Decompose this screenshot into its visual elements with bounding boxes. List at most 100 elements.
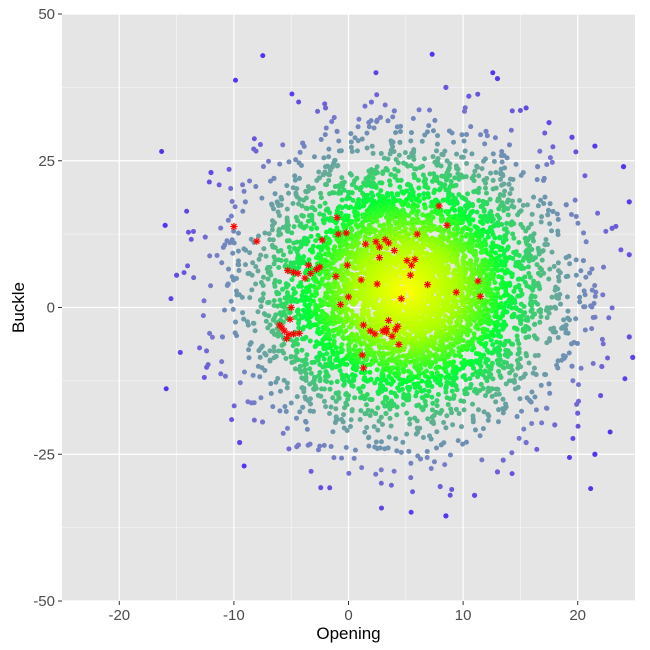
cloud-point xyxy=(503,338,509,344)
cloud-point xyxy=(466,248,472,254)
cloud-point xyxy=(324,182,330,188)
cloud-point xyxy=(440,152,446,158)
cloud-point xyxy=(484,133,490,139)
cloud-point xyxy=(509,314,515,320)
cloud-point xyxy=(416,192,422,198)
cloud-point xyxy=(434,364,440,370)
cloud-point xyxy=(226,166,232,172)
cloud-point xyxy=(467,313,473,319)
cloud-point xyxy=(294,218,300,224)
cloud-point xyxy=(287,249,293,255)
cloud-point xyxy=(295,341,301,347)
cloud-point xyxy=(307,338,313,344)
cloud-point xyxy=(370,150,376,156)
cloud-point xyxy=(306,308,312,314)
cloud-point xyxy=(306,288,312,294)
cloud-point xyxy=(307,301,313,307)
cloud-point xyxy=(448,406,454,412)
cloud-point xyxy=(358,347,364,353)
cloud-point xyxy=(364,391,370,397)
cloud-point xyxy=(411,156,417,162)
cloud-point xyxy=(237,380,243,386)
cloud-point xyxy=(338,190,344,196)
cloud-point xyxy=(437,343,443,349)
cloud-point xyxy=(205,362,211,368)
cloud-point xyxy=(448,179,454,185)
cloud-point xyxy=(429,51,435,57)
cloud-point xyxy=(393,262,399,268)
cloud-point xyxy=(285,292,291,298)
cloud-point xyxy=(421,191,427,197)
cloud-point xyxy=(485,411,491,417)
cloud-point xyxy=(338,316,344,322)
cloud-point xyxy=(449,486,455,492)
cloud-point xyxy=(368,347,374,353)
cloud-point xyxy=(430,154,436,160)
cloud-point xyxy=(466,283,472,289)
cloud-point xyxy=(258,395,264,401)
cloud-point xyxy=(337,267,343,273)
cloud-point xyxy=(294,415,300,421)
cloud-point xyxy=(493,386,499,392)
cloud-point xyxy=(379,180,385,186)
cloud-point xyxy=(397,129,403,135)
cloud-point xyxy=(380,350,386,356)
cloud-point xyxy=(318,485,324,491)
cloud-point xyxy=(588,486,594,492)
cloud-point xyxy=(503,401,509,407)
cloud-point xyxy=(473,358,479,364)
cloud-point xyxy=(505,212,511,218)
cloud-point xyxy=(377,445,383,451)
cloud-point xyxy=(311,154,317,160)
cloud-point xyxy=(387,182,393,188)
cloud-point xyxy=(360,302,366,308)
cloud-point xyxy=(349,190,355,196)
cloud-point xyxy=(278,248,284,254)
cloud-point xyxy=(420,212,426,218)
cloud-point xyxy=(424,214,430,220)
cloud-point xyxy=(433,359,439,365)
cloud-point xyxy=(276,213,282,219)
cloud-point xyxy=(511,288,517,294)
cloud-point xyxy=(500,239,506,245)
cloud-point xyxy=(478,381,484,387)
cloud-point xyxy=(547,336,553,342)
cloud-point xyxy=(472,261,478,267)
cloud-point xyxy=(405,163,411,169)
cloud-point xyxy=(474,209,480,215)
cloud-point xyxy=(498,258,504,264)
cloud-point xyxy=(331,284,337,290)
cloud-point xyxy=(489,267,495,273)
cloud-point xyxy=(473,351,479,357)
cloud-point xyxy=(396,354,402,360)
cloud-point xyxy=(578,365,584,371)
cloud-point xyxy=(528,308,534,314)
cloud-point xyxy=(322,200,328,206)
cloud-point xyxy=(548,326,554,332)
cloud-point xyxy=(603,228,609,234)
cloud-point xyxy=(494,357,500,363)
cloud-point xyxy=(485,363,491,369)
cloud-point xyxy=(343,400,349,406)
cloud-point xyxy=(283,300,289,306)
cloud-point xyxy=(232,204,238,210)
cloud-point xyxy=(301,324,307,330)
cloud-point xyxy=(233,288,239,294)
cloud-point xyxy=(354,332,360,338)
cloud-point xyxy=(436,272,442,278)
cloud-point xyxy=(515,351,521,357)
cloud-point xyxy=(296,325,302,331)
cloud-point xyxy=(388,171,394,177)
cloud-point xyxy=(524,202,530,208)
cloud-point xyxy=(523,228,529,234)
cloud-point xyxy=(451,226,457,232)
cloud-point xyxy=(263,352,269,358)
cloud-point xyxy=(529,421,535,427)
cloud-point xyxy=(353,299,359,305)
cloud-point xyxy=(343,445,349,451)
cloud-point xyxy=(463,197,469,203)
cloud-point xyxy=(429,394,435,400)
cloud-point xyxy=(420,172,426,178)
cloud-point xyxy=(589,326,595,332)
cloud-point xyxy=(415,219,421,225)
